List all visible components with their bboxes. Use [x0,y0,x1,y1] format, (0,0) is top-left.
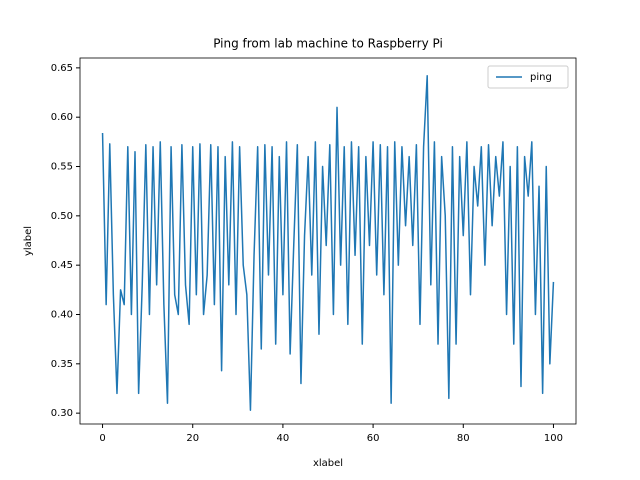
x-tick-label: 40 [277,433,290,444]
x-tick-label: 100 [544,433,563,444]
y-tick-label: 0.45 [51,260,73,271]
y-tick-label: 0.60 [51,112,73,123]
y-tick-label: 0.50 [51,211,73,222]
y-tick-label: 0.55 [51,162,73,173]
x-axis-label: xlabel [313,458,343,469]
y-axis-label: ylabel [23,226,34,256]
y-tick-label: 0.35 [51,359,73,370]
line-series [101,75,555,411]
x-tick-label: 80 [457,433,470,444]
x-tick-label: 60 [367,433,380,444]
legend-box [487,65,569,89]
legend-label: ping [530,72,552,83]
chart-title: Ping from lab machine to Raspberry Pi [213,37,443,51]
x-tick-label: 20 [186,433,199,444]
y-tick-label: 0.40 [51,309,73,320]
x-tick-label: 0 [99,433,105,444]
y-tick-label: 0.30 [51,408,73,419]
plot-frame [79,57,577,425]
y-tick-label: 0.65 [51,63,73,74]
